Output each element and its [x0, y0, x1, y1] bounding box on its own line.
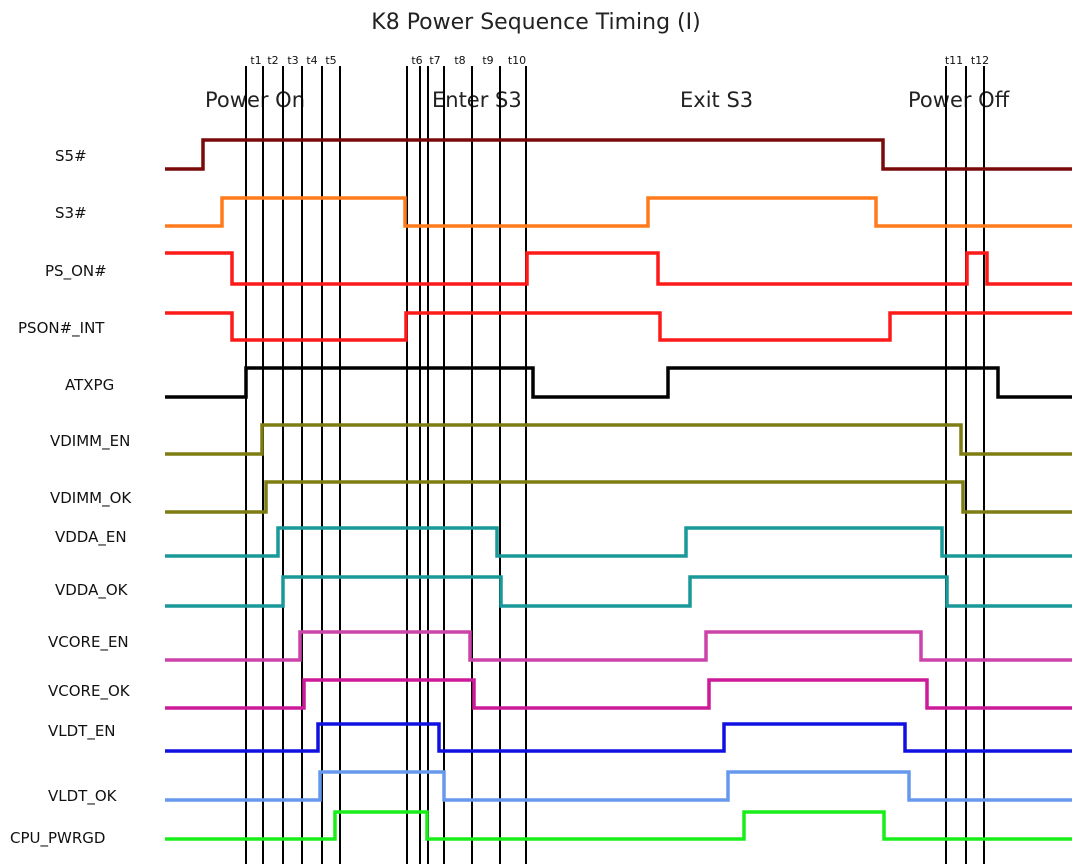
signal-label-vdimm-en: VDIMM_EN [50, 432, 131, 450]
time-marker-t3-label: t3 [287, 54, 299, 67]
phase-label-power-on: Power On [205, 88, 306, 112]
waveform-vcore-en [165, 630, 1072, 662]
time-marker-t5-label: t5 [325, 54, 337, 67]
phase-label-enter-s3: Enter S3 [432, 88, 522, 112]
time-marker-t7-label: t7 [429, 54, 441, 67]
signal-label-s5: S5# [55, 147, 87, 165]
time-marker-lines [245, 66, 985, 864]
time-marker-t10-label: t10 [507, 54, 527, 67]
waveform-pson-int [165, 311, 1072, 342]
diagram-title: K8 Power Sequence Timing (I) [371, 10, 701, 35]
waveform-s5 [165, 138, 1072, 171]
signal-label-vldt-ok: VLDT_OK [48, 787, 117, 805]
signal-label-vdda-en: VDDA_EN [55, 528, 127, 546]
signal-label-vdimm-ok: VDIMM_OK [50, 489, 132, 507]
time-marker-t6-label: t6 [411, 54, 423, 67]
waveform-vcore-ok [165, 678, 1072, 710]
waveform-vdimm-en [165, 423, 1072, 456]
phase-label-power-off: Power Off [908, 88, 1010, 112]
signal-label-ps-on: PS_ON# [45, 262, 107, 280]
signal-label-pson-int: PSON#_INT [18, 319, 105, 337]
signal-waveforms [165, 138, 1072, 841]
waveform-vdda-en [165, 526, 1072, 558]
phase-label-exit-s3: Exit S3 [680, 88, 754, 112]
time-marker-t1-label: t1 [250, 54, 262, 67]
time-marker-t2-label: t2 [267, 54, 279, 67]
waveform-vdda-ok [165, 575, 1072, 608]
signal-label-vdda-ok: VDDA_OK [55, 581, 128, 599]
signal-label-cpu-pwrgd: CPU_PWRGD [10, 829, 106, 847]
signal-label-vcore-ok: VCORE_OK [48, 682, 130, 700]
waveform-ps-on [165, 251, 1072, 286]
waveform-s3 [165, 196, 1072, 228]
time-marker-t11-label: t11 [944, 54, 964, 67]
waveform-atxpg [165, 366, 1072, 399]
waveform-vldt-en [165, 722, 1072, 753]
time-marker-t4-label: t4 [306, 54, 318, 67]
waveform-cpu-pwrgd [165, 810, 1072, 841]
waveform-vdimm-ok [165, 480, 1072, 514]
signal-label-vldt-en: VLDT_EN [48, 722, 116, 740]
signal-label-s3: S3# [55, 204, 87, 222]
time-marker-t8-label: t8 [454, 54, 466, 67]
signal-label-atxpg: ATXPG [65, 376, 115, 394]
signal-label-vcore-en: VCORE_EN [48, 633, 129, 651]
waveform-vldt-ok [165, 770, 1072, 802]
time-marker-t12-label: t12 [970, 54, 990, 67]
time-marker-t9-label: t9 [482, 54, 494, 67]
